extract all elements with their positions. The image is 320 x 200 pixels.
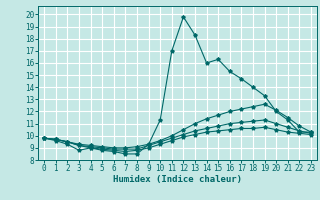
X-axis label: Humidex (Indice chaleur): Humidex (Indice chaleur) [113,175,242,184]
